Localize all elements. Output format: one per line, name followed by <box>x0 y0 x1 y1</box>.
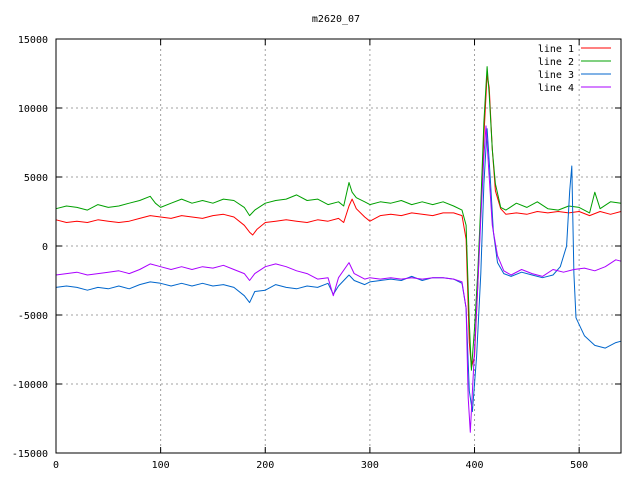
series-group <box>55 66 622 433</box>
series-line-1 <box>55 74 622 368</box>
chart-title: m2620_07 <box>312 14 360 25</box>
legend-label-2: line 2 <box>538 57 574 68</box>
series-line-2 <box>55 66 622 371</box>
y-tick-label: 10000 <box>18 104 48 115</box>
series-line-4 <box>55 125 622 433</box>
x-tick-label: 200 <box>256 460 274 471</box>
y-tick-label: -10000 <box>12 380 48 391</box>
grid <box>56 39 621 453</box>
legend-label-1: line 1 <box>538 44 574 55</box>
y-tick-label: 5000 <box>24 173 48 184</box>
y-tick-label: -15000 <box>12 449 48 460</box>
y-tick-label: -5000 <box>18 311 48 322</box>
y-tick-label: 15000 <box>18 35 48 46</box>
x-tick-label: 500 <box>570 460 588 471</box>
x-tick-label: 100 <box>152 460 170 471</box>
axis-ticks: 0 100 200 300 400 500 -15000 -10000 -5000 0 5000 10… <box>12 35 621 471</box>
series-line-3 <box>55 128 622 413</box>
legend: line 1 line 2 line 3 line 4 <box>538 44 611 94</box>
y-tick-label: 0 <box>42 242 48 253</box>
legend-label-4: line 4 <box>538 83 574 94</box>
x-tick-label: 300 <box>361 460 379 471</box>
x-tick-label: 400 <box>465 460 483 471</box>
x-tick-label: 0 <box>53 460 59 471</box>
legend-label-3: line 3 <box>538 70 574 81</box>
